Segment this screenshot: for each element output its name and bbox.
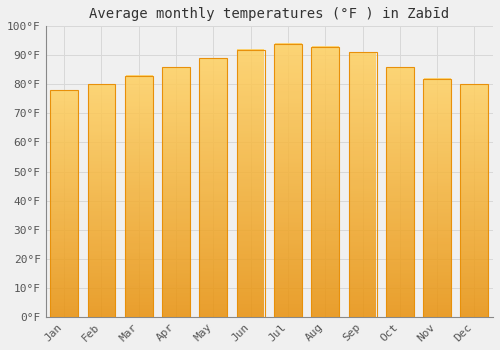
Bar [162, 67, 190, 317]
Bar [348, 52, 376, 317]
Bar [274, 44, 302, 317]
Bar [88, 84, 116, 317]
Bar [423, 78, 451, 317]
Bar [200, 58, 228, 317]
Bar [312, 47, 339, 317]
Bar [460, 84, 488, 317]
Bar [50, 90, 78, 317]
Title: Average monthly temperatures (°F ) in Zabīd: Average monthly temperatures (°F ) in Za… [89, 7, 450, 21]
Bar [236, 49, 264, 317]
Bar [386, 67, 414, 317]
Bar [125, 76, 153, 317]
